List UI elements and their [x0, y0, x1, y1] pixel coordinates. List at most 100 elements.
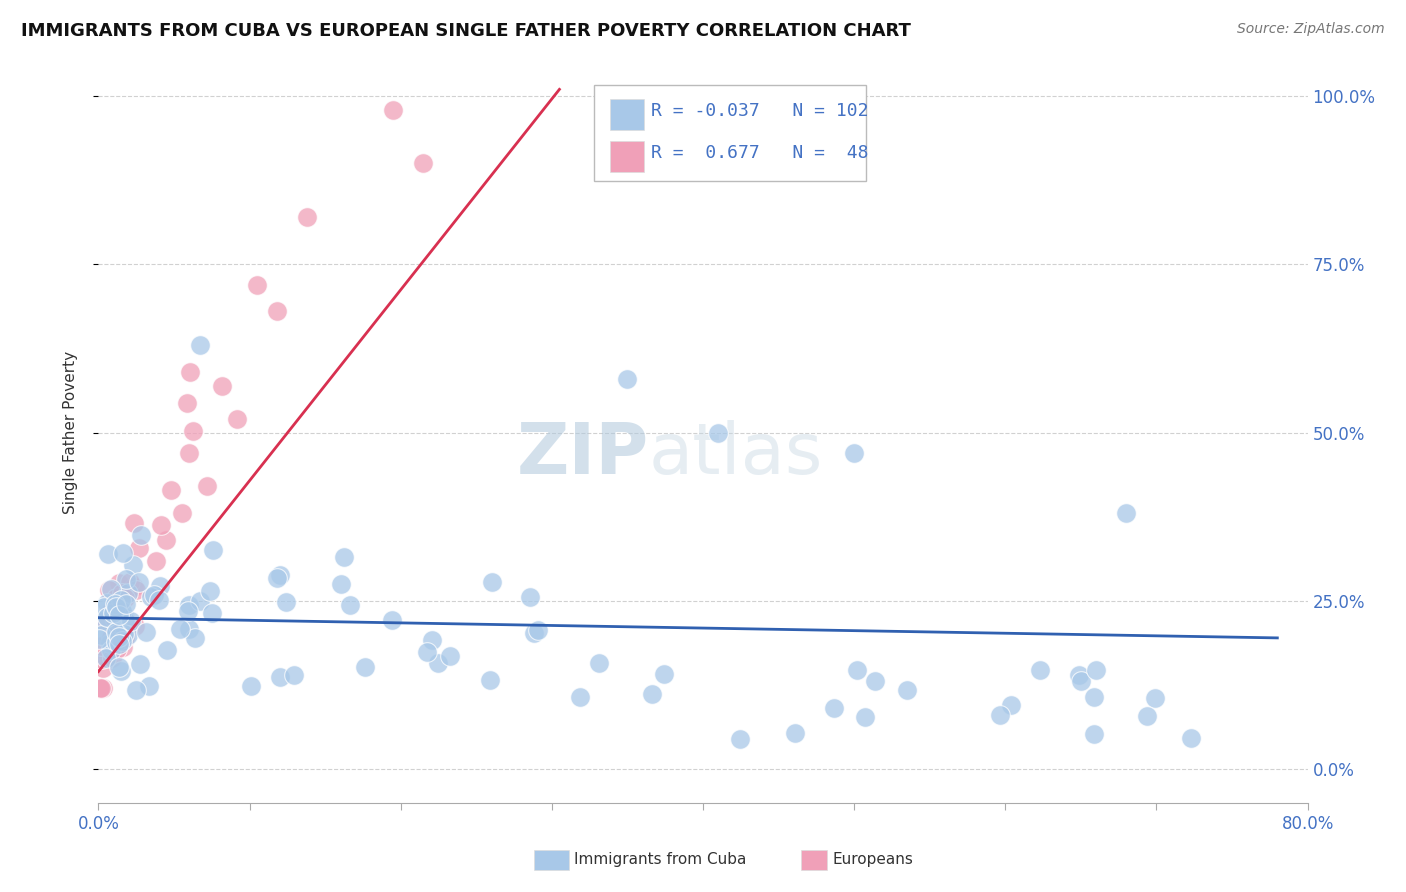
- Point: [122, 516, 145, 530]
- Point: [266, 572, 288, 586]
- Text: Europeans: Europeans: [832, 853, 914, 867]
- Point: [90, 614, 112, 628]
- Text: IMMIGRANTS FROM CUBA VS EUROPEAN SINGLE FATHER POVERTY CORRELATION CHART: IMMIGRANTS FROM CUBA VS EUROPEAN SINGLE …: [21, 22, 911, 40]
- Point: [142, 588, 165, 602]
- Point: [1070, 674, 1092, 689]
- Point: [115, 572, 138, 586]
- Point: [89, 681, 111, 696]
- Point: [339, 599, 361, 613]
- Point: [117, 628, 139, 642]
- Point: [170, 507, 193, 521]
- Point: [101, 606, 124, 620]
- Point: [100, 631, 122, 645]
- Point: [269, 669, 291, 683]
- Point: [117, 586, 139, 600]
- Point: [160, 483, 183, 497]
- Point: [188, 594, 211, 608]
- Point: [988, 708, 1011, 723]
- Point: [416, 645, 439, 659]
- Point: [1085, 663, 1108, 677]
- Point: [114, 631, 136, 645]
- Point: [110, 593, 132, 607]
- Point: [148, 593, 170, 607]
- Point: [94, 650, 117, 665]
- Point: [101, 634, 124, 648]
- Point: [108, 660, 131, 674]
- Point: [125, 683, 148, 698]
- Point: [94, 614, 117, 628]
- Point: [176, 396, 198, 410]
- Point: [110, 665, 132, 679]
- Point: [149, 579, 172, 593]
- Point: [105, 641, 128, 656]
- Point: [125, 583, 148, 598]
- Point: [422, 633, 444, 648]
- Point: [115, 597, 138, 611]
- Point: [135, 624, 157, 639]
- Point: [98, 636, 121, 650]
- Text: ZIP: ZIP: [516, 420, 648, 490]
- Point: [195, 479, 218, 493]
- Point: [111, 546, 134, 560]
- Point: [90, 639, 112, 653]
- Point: [707, 425, 730, 440]
- Point: [112, 627, 135, 641]
- Point: [478, 673, 501, 687]
- Point: [177, 623, 200, 637]
- Point: [1115, 507, 1137, 521]
- Point: [523, 625, 546, 640]
- Point: [114, 613, 136, 627]
- Point: [111, 623, 134, 637]
- Point: [329, 577, 352, 591]
- Point: [97, 547, 120, 561]
- Point: [91, 661, 114, 675]
- Point: [381, 614, 404, 628]
- Point: [333, 549, 356, 564]
- Point: [201, 543, 224, 558]
- Point: [481, 574, 503, 589]
- Point: [111, 586, 134, 600]
- Point: [100, 582, 122, 596]
- Point: [412, 156, 434, 170]
- Point: [588, 656, 610, 670]
- Point: [269, 568, 291, 582]
- Point: [181, 424, 204, 438]
- Point: [845, 663, 868, 677]
- Point: [896, 683, 918, 698]
- Point: [169, 622, 191, 636]
- Point: [131, 527, 153, 541]
- Y-axis label: Single Father Poverty: Single Father Poverty: [63, 351, 77, 514]
- Point: [179, 446, 201, 460]
- Point: [519, 590, 541, 604]
- Point: [108, 635, 131, 649]
- Point: [104, 637, 127, 651]
- Point: [107, 630, 129, 644]
- Point: [122, 558, 145, 573]
- Point: [865, 674, 887, 689]
- Text: Immigrants from Cuba: Immigrants from Cuba: [574, 853, 747, 867]
- Point: [211, 378, 233, 392]
- Point: [728, 732, 751, 747]
- Point: [226, 412, 249, 426]
- Point: [295, 211, 318, 225]
- Point: [122, 580, 145, 594]
- Point: [1083, 727, 1105, 741]
- Point: [1144, 691, 1167, 706]
- Point: [853, 710, 876, 724]
- Point: [145, 553, 167, 567]
- Point: [100, 605, 122, 619]
- Point: [91, 681, 114, 696]
- Point: [120, 614, 142, 628]
- Point: [426, 656, 449, 670]
- Point: [201, 606, 224, 620]
- Point: [93, 599, 115, 614]
- FancyBboxPatch shape: [595, 85, 866, 181]
- Point: [108, 607, 131, 622]
- Point: [105, 591, 128, 605]
- Point: [1083, 690, 1105, 704]
- Point: [823, 701, 845, 715]
- Point: [382, 103, 405, 117]
- Point: [104, 598, 127, 612]
- Point: [111, 640, 134, 654]
- Point: [111, 633, 134, 648]
